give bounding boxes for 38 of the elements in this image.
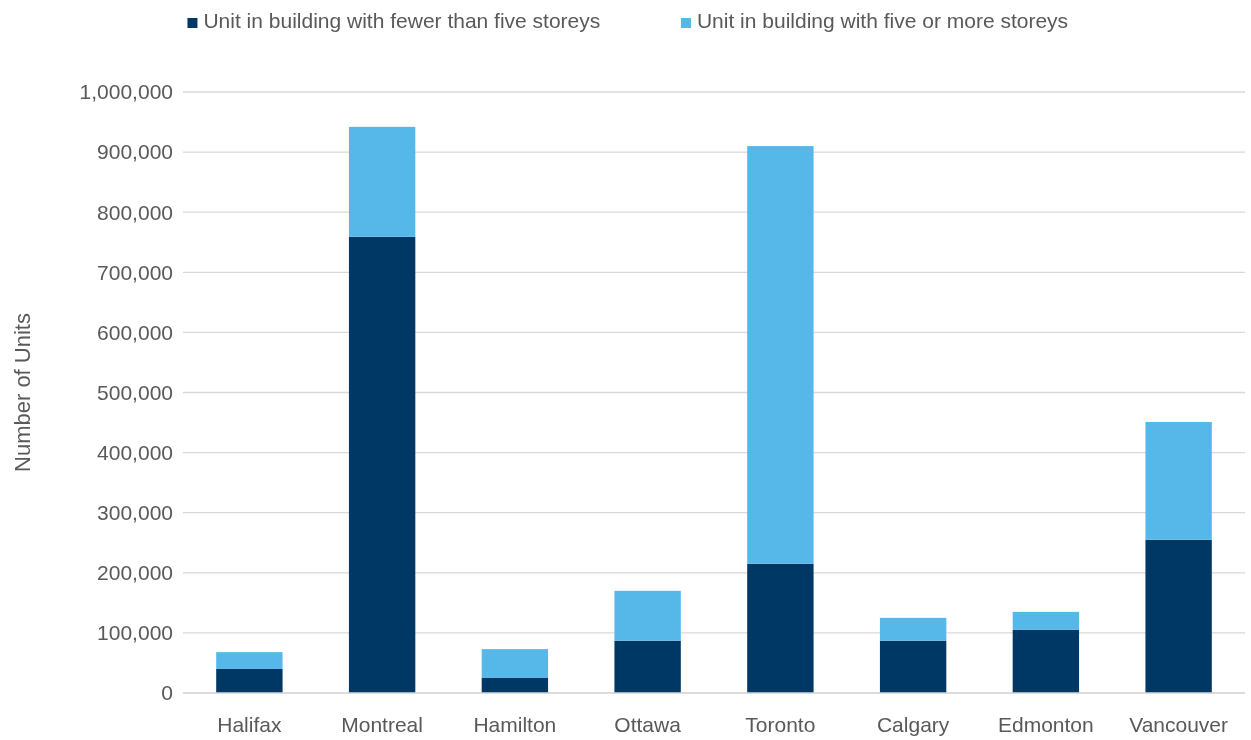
y-tick-label: 100,000 — [97, 621, 173, 645]
bar — [348, 126, 416, 237]
bar — [216, 668, 283, 693]
y-tick-label: 300,000 — [97, 501, 173, 525]
bar — [747, 146, 814, 564]
bar — [614, 590, 681, 641]
y-tick-label: 900,000 — [97, 140, 173, 164]
x-tick-label: Vancouver — [1129, 713, 1229, 736]
x-tick-label: Toronto — [745, 713, 816, 736]
bar — [1012, 629, 1080, 693]
y-tick-label: 1,000,000 — [79, 80, 173, 104]
x-tick-label: Ottawa — [614, 713, 682, 736]
bar — [348, 236, 416, 693]
legend-label: Unit in building with fewer than five storeys — [203, 9, 601, 32]
bar — [614, 640, 681, 693]
bar — [1012, 611, 1080, 630]
y-tick-label: 600,000 — [97, 320, 173, 344]
bar — [879, 617, 947, 641]
bar — [1145, 421, 1212, 540]
bar — [1145, 539, 1212, 693]
bar — [879, 640, 947, 693]
bar — [481, 649, 549, 678]
y-tick-label: 200,000 — [97, 561, 173, 585]
x-tick-label: Calgary — [876, 713, 950, 736]
legend-label: Unit in building with five or more storeys — [696, 9, 1069, 32]
x-tick-label: Hamilton — [473, 713, 557, 736]
y-axis-title: Number of Units — [10, 313, 35, 472]
x-tick-label: Halifax — [217, 713, 282, 736]
bar — [481, 677, 549, 693]
y-tick-label: 500,000 — [97, 380, 173, 404]
y-tick-label: 0 — [161, 681, 173, 705]
bar — [747, 563, 814, 693]
y-tick-label: 400,000 — [97, 440, 173, 464]
bar — [216, 652, 283, 669]
x-tick-label: Montreal — [341, 713, 423, 736]
x-tick-label: Edmonton — [998, 713, 1094, 736]
y-tick-label: 700,000 — [97, 260, 173, 284]
y-tick-label: 800,000 — [97, 200, 173, 224]
